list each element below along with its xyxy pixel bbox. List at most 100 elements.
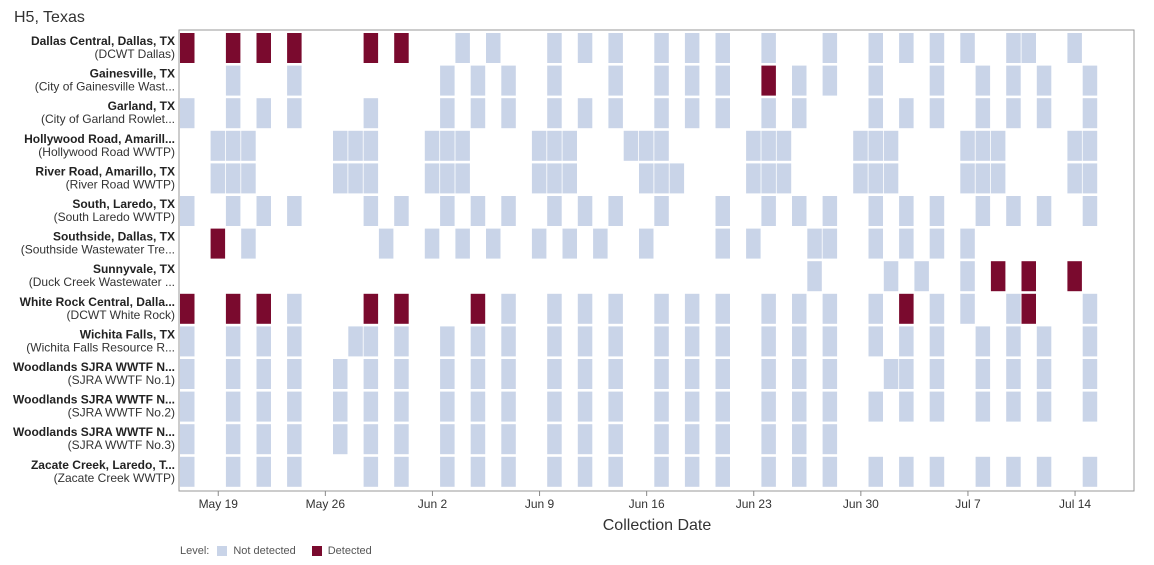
cell-not-detected[interactable]: [822, 33, 838, 63]
legend-item-detected[interactable]: Detected: [304, 545, 372, 557]
cell-not-detected[interactable]: [440, 359, 455, 389]
cell-not-detected[interactable]: [577, 326, 593, 357]
cell-not-detected[interactable]: [470, 359, 486, 389]
cell-not-detected[interactable]: [1036, 326, 1052, 357]
cell-detected[interactable]: [1021, 293, 1037, 324]
cell-not-detected[interactable]: [486, 228, 501, 259]
cell-not-detected[interactable]: [715, 293, 731, 324]
cell-not-detected[interactable]: [792, 456, 807, 487]
cell-not-detected[interactable]: [394, 391, 409, 422]
cell-not-detected[interactable]: [975, 326, 991, 357]
cell-not-detected[interactable]: [684, 65, 700, 96]
cell-detected[interactable]: [287, 33, 302, 63]
cell-not-detected[interactable]: [547, 391, 562, 422]
cell-not-detected[interactable]: [1006, 456, 1021, 487]
cell-not-detected[interactable]: [868, 163, 884, 194]
cell-not-detected[interactable]: [960, 130, 975, 161]
cell-not-detected[interactable]: [929, 196, 945, 226]
cell-not-detected[interactable]: [608, 33, 623, 63]
cell-not-detected[interactable]: [501, 98, 516, 129]
cell-not-detected[interactable]: [761, 293, 776, 324]
cell-not-detected[interactable]: [1021, 33, 1037, 63]
cell-not-detected[interactable]: [256, 391, 272, 422]
cell-not-detected[interactable]: [440, 456, 455, 487]
cell-not-detected[interactable]: [899, 456, 914, 487]
cell-not-detected[interactable]: [180, 98, 195, 129]
cell-not-detected[interactable]: [287, 424, 302, 455]
cell-not-detected[interactable]: [333, 163, 348, 194]
cell-detected[interactable]: [180, 293, 195, 324]
cell-not-detected[interactable]: [501, 424, 516, 455]
cell-not-detected[interactable]: [929, 228, 945, 259]
cell-not-detected[interactable]: [547, 359, 562, 389]
cell-not-detected[interactable]: [608, 326, 623, 357]
cell-not-detected[interactable]: [1006, 33, 1021, 63]
cell-not-detected[interactable]: [424, 163, 440, 194]
cell-not-detected[interactable]: [975, 98, 991, 129]
cell-not-detected[interactable]: [287, 293, 302, 324]
cell-not-detected[interactable]: [394, 359, 409, 389]
cell-not-detected[interactable]: [547, 163, 562, 194]
cell-not-detected[interactable]: [608, 196, 623, 226]
cell-not-detected[interactable]: [256, 196, 272, 226]
cell-not-detected[interactable]: [470, 424, 486, 455]
cell-not-detected[interactable]: [639, 228, 654, 259]
cell-not-detected[interactable]: [501, 326, 516, 357]
cell-not-detected[interactable]: [256, 359, 272, 389]
cell-not-detected[interactable]: [180, 196, 195, 226]
cell-not-detected[interactable]: [822, 326, 838, 357]
cell-not-detected[interactable]: [577, 196, 593, 226]
cell-not-detected[interactable]: [822, 424, 838, 455]
cell-not-detected[interactable]: [1006, 65, 1021, 96]
cell-detected[interactable]: [225, 33, 241, 63]
cell-not-detected[interactable]: [348, 326, 363, 357]
cell-not-detected[interactable]: [470, 196, 486, 226]
cell-not-detected[interactable]: [761, 163, 776, 194]
cell-not-detected[interactable]: [899, 391, 914, 422]
cell-not-detected[interactable]: [792, 98, 807, 129]
cell-not-detected[interactable]: [577, 293, 593, 324]
cell-not-detected[interactable]: [394, 326, 409, 357]
cell-not-detected[interactable]: [654, 326, 669, 357]
cell-not-detected[interactable]: [394, 424, 409, 455]
cell-not-detected[interactable]: [1006, 196, 1021, 226]
cell-not-detected[interactable]: [822, 228, 838, 259]
cell-not-detected[interactable]: [975, 65, 991, 96]
cell-not-detected[interactable]: [531, 228, 547, 259]
cell-not-detected[interactable]: [623, 130, 639, 161]
cell-not-detected[interactable]: [899, 228, 914, 259]
cell-not-detected[interactable]: [547, 456, 562, 487]
cell-not-detected[interactable]: [639, 163, 654, 194]
cell-not-detected[interactable]: [654, 98, 669, 129]
cell-not-detected[interactable]: [975, 456, 991, 487]
cell-not-detected[interactable]: [1006, 98, 1021, 129]
cell-not-detected[interactable]: [899, 196, 914, 226]
cell-not-detected[interactable]: [1082, 456, 1098, 487]
cell-detected[interactable]: [363, 293, 379, 324]
cell-not-detected[interactable]: [776, 163, 792, 194]
cell-not-detected[interactable]: [883, 359, 899, 389]
cell-not-detected[interactable]: [868, 293, 884, 324]
cell-not-detected[interactable]: [608, 456, 623, 487]
cell-not-detected[interactable]: [868, 65, 884, 96]
cell-not-detected[interactable]: [225, 424, 241, 455]
cell-not-detected[interactable]: [822, 293, 838, 324]
cell-not-detected[interactable]: [761, 456, 776, 487]
cell-detected[interactable]: [225, 293, 241, 324]
cell-detected[interactable]: [990, 261, 1006, 292]
cell-not-detected[interactable]: [180, 359, 195, 389]
cell-not-detected[interactable]: [333, 359, 348, 389]
cell-not-detected[interactable]: [975, 196, 991, 226]
cell-not-detected[interactable]: [363, 359, 379, 389]
cell-not-detected[interactable]: [455, 130, 470, 161]
cell-not-detected[interactable]: [225, 326, 241, 357]
cell-not-detected[interactable]: [394, 196, 409, 226]
cell-not-detected[interactable]: [654, 130, 669, 161]
cell-not-detected[interactable]: [654, 196, 669, 226]
cell-not-detected[interactable]: [868, 326, 884, 357]
cell-not-detected[interactable]: [547, 33, 562, 63]
cell-not-detected[interactable]: [287, 98, 302, 129]
cell-not-detected[interactable]: [547, 98, 562, 129]
cell-not-detected[interactable]: [761, 391, 776, 422]
cell-not-detected[interactable]: [225, 359, 241, 389]
